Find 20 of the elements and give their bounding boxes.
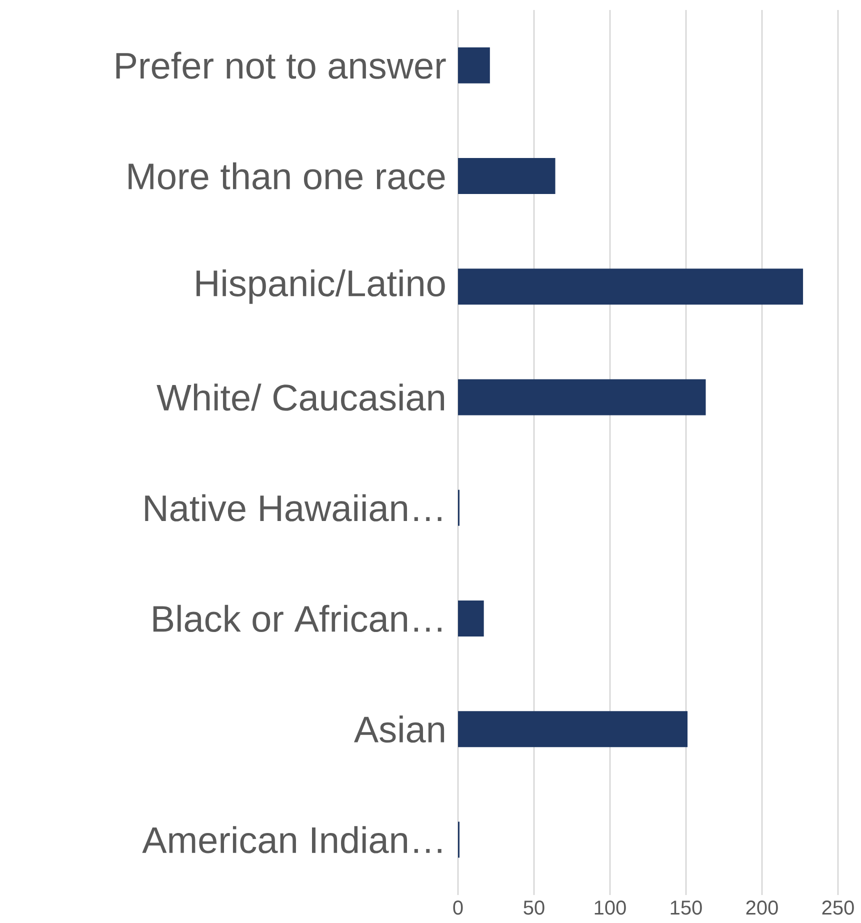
x-tick-label: 200 xyxy=(746,900,778,915)
y-tick-label: Hispanic/Latino xyxy=(196,269,445,304)
x-tick-label: 150 xyxy=(670,900,702,915)
y-tick-label: Native Hawaiian… xyxy=(145,494,442,522)
x-tick-label: 250 xyxy=(822,900,854,915)
y-tick-label: More than one race xyxy=(128,162,445,190)
bar xyxy=(458,47,490,84)
bar xyxy=(458,158,556,194)
bar xyxy=(458,711,688,748)
x-tick-label: 0 xyxy=(453,900,463,915)
y-tick-label: American Indian… xyxy=(142,826,442,854)
x-tick-label: 100 xyxy=(594,900,626,915)
bar xyxy=(458,600,484,636)
y-tick-label: White/ Caucasian xyxy=(156,384,444,411)
y-tick-label: Prefer not to answer xyxy=(116,52,446,79)
x-tick-label: 50 xyxy=(524,900,544,915)
bar xyxy=(458,268,804,305)
bar xyxy=(458,379,706,416)
y-tick-label: Black or African… xyxy=(153,604,442,632)
y-tick-label: Asian xyxy=(354,715,444,743)
